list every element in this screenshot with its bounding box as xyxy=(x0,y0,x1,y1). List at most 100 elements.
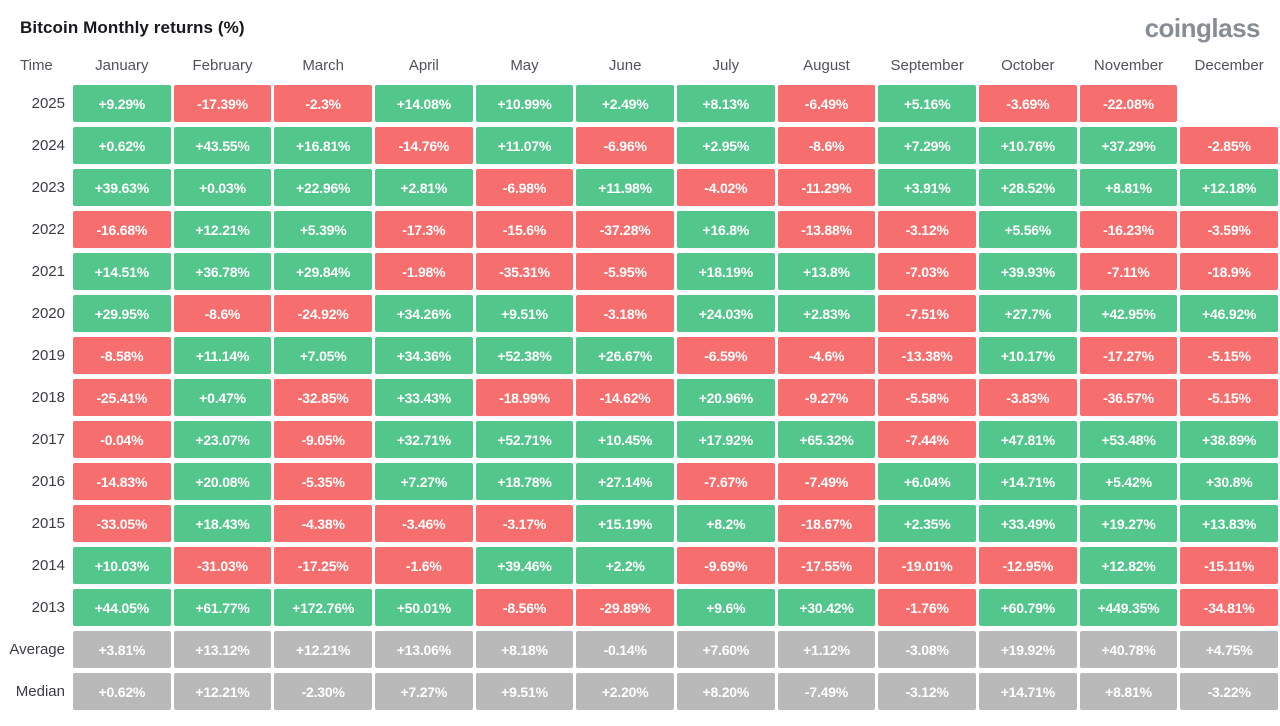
cell-average-may: +8.18% xyxy=(475,631,574,668)
cell-2017-march: -9.05% xyxy=(274,421,372,458)
cell-2016-october: +14.71% xyxy=(978,463,1077,500)
cell-2013-april: +50.01% xyxy=(374,589,473,626)
cell-2021-october: +39.93% xyxy=(978,253,1077,290)
cell-2018-october: -3.83% xyxy=(978,379,1077,416)
cell-2025-december xyxy=(1180,85,1278,122)
cell-2023-april: +2.81% xyxy=(374,169,473,206)
cell-2022-august: -13.88% xyxy=(777,211,876,248)
cell-median-december: -3.22% xyxy=(1180,673,1278,710)
cell-2024-may: +11.07% xyxy=(475,127,574,164)
cell-2014-june: +2.2% xyxy=(576,547,674,584)
cell-2018-december: -5.15% xyxy=(1180,379,1278,416)
header-bar: Bitcoin Monthly returns (%) coinglass xyxy=(0,0,1280,50)
cell-2021-september: -7.03% xyxy=(878,253,976,290)
cell-2018-august: -9.27% xyxy=(777,379,876,416)
cell-2023-december: +12.18% xyxy=(1180,169,1278,206)
cell-2025-november: -22.08% xyxy=(1079,85,1178,122)
column-header-december: December xyxy=(1194,56,1264,74)
cell-2019-may: +52.38% xyxy=(475,337,574,374)
cell-2022-june: -37.28% xyxy=(576,211,674,248)
column-header-may: May xyxy=(510,56,539,74)
cell-2014-january: +10.03% xyxy=(73,547,171,584)
row-label-2023: 2023 xyxy=(31,179,65,196)
cell-2014-april: -1.6% xyxy=(374,547,473,584)
cell-2024-august: -8.6% xyxy=(777,127,876,164)
cell-2023-august: -11.29% xyxy=(777,169,876,206)
cell-2020-july: +24.03% xyxy=(676,295,775,332)
cell-2022-february: +12.21% xyxy=(173,211,272,248)
cell-2016-may: +18.78% xyxy=(475,463,574,500)
cell-2015-august: -18.67% xyxy=(777,505,876,542)
column-header-august: August xyxy=(803,56,850,74)
row-label-2020: 2020 xyxy=(31,305,65,322)
row-label-median: Median xyxy=(15,683,65,700)
column-header-november: November xyxy=(1093,56,1164,74)
cell-2013-november: +449.35% xyxy=(1079,589,1178,626)
column-header-february: February xyxy=(192,56,253,74)
cell-2017-april: +32.71% xyxy=(374,421,473,458)
cell-median-march: -2.30% xyxy=(274,673,372,710)
cell-average-october: +19.92% xyxy=(978,631,1077,668)
cell-median-april: +7.27% xyxy=(374,673,473,710)
cell-2015-july: +8.2% xyxy=(676,505,775,542)
cell-2024-october: +10.76% xyxy=(978,127,1077,164)
cell-median-september: -3.12% xyxy=(878,673,976,710)
cell-2014-december: -15.11% xyxy=(1180,547,1278,584)
cell-2015-april: -3.46% xyxy=(374,505,473,542)
row-label-2025: 2025 xyxy=(31,95,65,112)
cell-2025-may: +10.99% xyxy=(475,85,574,122)
cell-2018-april: +33.43% xyxy=(374,379,473,416)
cell-2023-july: -4.02% xyxy=(676,169,775,206)
cell-2014-july: -9.69% xyxy=(676,547,775,584)
cell-2024-november: +37.29% xyxy=(1079,127,1178,164)
cell-2024-june: -6.96% xyxy=(576,127,674,164)
cell-2020-october: +27.7% xyxy=(978,295,1077,332)
cell-2025-february: -17.39% xyxy=(173,85,272,122)
cell-2017-february: +23.07% xyxy=(173,421,272,458)
cell-2021-november: -7.11% xyxy=(1079,253,1178,290)
cell-2019-november: -17.27% xyxy=(1079,337,1178,374)
cell-2018-june: -14.62% xyxy=(576,379,674,416)
cell-2014-october: -12.95% xyxy=(978,547,1077,584)
cell-2015-june: +15.19% xyxy=(576,505,674,542)
cell-2022-march: +5.39% xyxy=(274,211,372,248)
cell-2023-january: +39.63% xyxy=(73,169,171,206)
cell-2013-february: +61.77% xyxy=(173,589,272,626)
cell-median-november: +8.81% xyxy=(1079,673,1178,710)
cell-2013-december: -34.81% xyxy=(1180,589,1278,626)
cell-2013-may: -8.56% xyxy=(475,589,574,626)
cell-2015-january: -33.05% xyxy=(73,505,171,542)
cell-2016-november: +5.42% xyxy=(1079,463,1178,500)
cell-2025-april: +14.08% xyxy=(374,85,473,122)
cell-median-may: +9.51% xyxy=(475,673,574,710)
cell-2024-september: +7.29% xyxy=(878,127,976,164)
cell-2016-march: -5.35% xyxy=(274,463,372,500)
cell-average-march: +12.21% xyxy=(274,631,372,668)
cell-2019-october: +10.17% xyxy=(978,337,1077,374)
cell-2014-august: -17.55% xyxy=(777,547,876,584)
cell-2016-september: +6.04% xyxy=(878,463,976,500)
cell-average-april: +13.06% xyxy=(374,631,473,668)
cell-2024-december: -2.85% xyxy=(1180,127,1278,164)
row-label-2015: 2015 xyxy=(31,515,65,532)
column-header-time: Time xyxy=(20,56,53,74)
coinglass-logo[interactable]: coinglass xyxy=(1144,12,1261,43)
cell-median-january: +0.62% xyxy=(73,673,171,710)
cell-2017-june: +10.45% xyxy=(576,421,674,458)
cell-average-january: +3.81% xyxy=(73,631,171,668)
cell-2019-march: +7.05% xyxy=(274,337,372,374)
column-header-september: September xyxy=(890,56,964,74)
cell-2022-may: -15.6% xyxy=(475,211,574,248)
cell-median-august: -7.49% xyxy=(777,673,876,710)
column-header-january: January xyxy=(95,56,149,74)
cell-2021-january: +14.51% xyxy=(73,253,171,290)
cell-2018-january: -25.41% xyxy=(73,379,171,416)
cell-2013-september: -1.76% xyxy=(878,589,976,626)
cell-2015-february: +18.43% xyxy=(173,505,272,542)
cell-2024-july: +2.95% xyxy=(676,127,775,164)
cell-2014-november: +12.82% xyxy=(1079,547,1178,584)
cell-2017-december: +38.89% xyxy=(1180,421,1278,458)
cell-average-july: +7.60% xyxy=(676,631,775,668)
cell-2024-february: +43.55% xyxy=(173,127,272,164)
cell-2021-december: -18.9% xyxy=(1180,253,1278,290)
